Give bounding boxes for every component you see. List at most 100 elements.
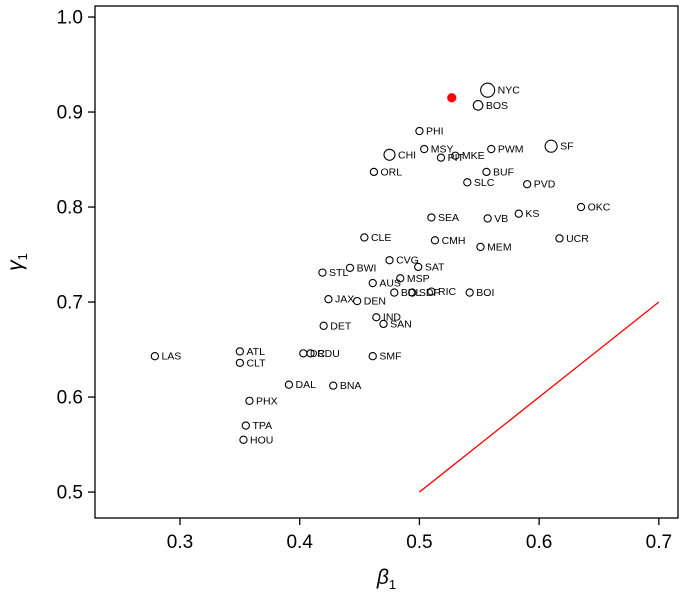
data-point <box>463 178 472 187</box>
x-axis-subscript: 1 <box>388 577 397 593</box>
data-point-label: AUS <box>379 278 401 290</box>
data-point-label: BDL <box>401 287 422 299</box>
data-point-label: ATL <box>246 346 265 358</box>
data-point-label: ORL <box>381 166 403 178</box>
data-point <box>430 236 440 245</box>
y-axis-subscript: 1 <box>15 253 31 261</box>
data-point-label: BUF <box>493 166 514 178</box>
data-point-label: DC <box>310 348 326 360</box>
plot-border <box>94 5 679 519</box>
data-point <box>483 214 492 223</box>
data-point-label: CHI <box>398 149 416 161</box>
x-axis-title: β1 <box>95 566 678 592</box>
data-point-label: BOI <box>476 287 494 299</box>
data-point-label: KS <box>525 208 539 220</box>
data-point <box>319 321 328 330</box>
data-point <box>284 380 294 389</box>
data-point <box>465 288 474 297</box>
data-point <box>379 319 388 329</box>
data-point <box>480 82 496 98</box>
y-axis-tick-label: 0.8 <box>57 198 83 219</box>
data-point-label: SLC <box>474 177 495 189</box>
data-point <box>372 313 381 322</box>
data-point <box>150 352 160 361</box>
data-point <box>555 234 564 243</box>
data-point-label: MSY <box>431 144 454 156</box>
data-point-label: SMF <box>379 351 401 363</box>
data-point-label: STL <box>329 267 348 279</box>
y-axis-symbol: γ <box>3 260 27 271</box>
data-point-label: DEN <box>364 296 386 308</box>
data-point-label: TPA <box>252 420 272 432</box>
x-axis-symbol: β <box>376 566 389 589</box>
y-axis-title: γ1 <box>4 253 30 271</box>
data-point-label: DAL <box>296 379 317 391</box>
data-point <box>235 347 245 356</box>
data-point <box>544 139 558 153</box>
data-point-label: PHX <box>256 395 278 407</box>
data-point <box>414 262 423 272</box>
data-point <box>390 288 399 297</box>
data-point <box>368 278 377 288</box>
data-point-label: IND <box>383 312 402 324</box>
data-point-label: BNA <box>340 380 362 392</box>
data-point <box>385 256 394 265</box>
data-point-label: PVD <box>534 179 556 191</box>
data-point-label: SAT <box>425 261 445 273</box>
data-point-label: BOS <box>486 100 508 112</box>
data-point <box>487 144 496 154</box>
data-point-label: VB <box>494 213 508 225</box>
data-point <box>318 268 327 277</box>
data-point <box>245 396 254 406</box>
data-point-label: OKC <box>588 202 611 214</box>
data-point-label: CVG <box>396 255 419 267</box>
data-point-label: HOU <box>250 434 273 446</box>
data-point <box>345 263 355 272</box>
data-point-label: DET <box>330 320 352 332</box>
y-axis-tick-label: 0.9 <box>57 103 83 124</box>
data-point-label: CLE <box>371 232 391 244</box>
data-point-label: JAX <box>335 294 354 306</box>
data-point <box>408 288 417 297</box>
y-axis-tick-label: 0.7 <box>57 293 83 314</box>
data-point <box>576 202 586 212</box>
y-axis-tick-label: 1.0 <box>57 8 83 29</box>
data-point-label: SF <box>560 141 573 153</box>
data-point <box>396 274 405 283</box>
data-point <box>306 349 315 358</box>
data-point-label: LAS <box>161 351 181 363</box>
x-axis-tick-label: 0.5 <box>406 532 432 553</box>
data-point <box>329 381 338 390</box>
data-point <box>239 435 248 444</box>
data-point <box>353 296 362 306</box>
highlight-point <box>447 93 457 103</box>
data-point-label: RDU <box>317 348 340 360</box>
data-point <box>476 242 485 252</box>
data-point-label: MSP <box>407 273 430 285</box>
data-point <box>241 421 250 430</box>
data-point <box>523 180 532 189</box>
data-point-label: SAN <box>390 318 412 330</box>
data-point-label: CLT <box>246 357 266 369</box>
y-axis-tick-label: 0.6 <box>57 388 83 409</box>
data-point <box>360 233 369 242</box>
data-point-label: NYC <box>498 85 521 97</box>
data-point <box>436 153 446 162</box>
data-point-label: UCR <box>566 233 589 245</box>
data-point-label: RIC <box>438 286 457 298</box>
data-point <box>514 209 523 218</box>
x-axis-tick-label: 0.6 <box>526 532 552 553</box>
data-point <box>472 100 484 111</box>
data-point-label: CMH <box>442 235 466 247</box>
data-point <box>415 126 424 136</box>
y-axis-tick-label: 0.5 <box>57 483 83 504</box>
data-point <box>451 151 460 160</box>
data-point-label: PHI <box>426 126 444 138</box>
data-point <box>299 349 308 358</box>
reference-line <box>419 301 660 493</box>
data-point <box>324 295 333 304</box>
data-point <box>368 352 377 361</box>
x-axis-tick-label: 0.4 <box>286 532 313 553</box>
x-axis-tick-label: 0.7 <box>646 532 672 553</box>
